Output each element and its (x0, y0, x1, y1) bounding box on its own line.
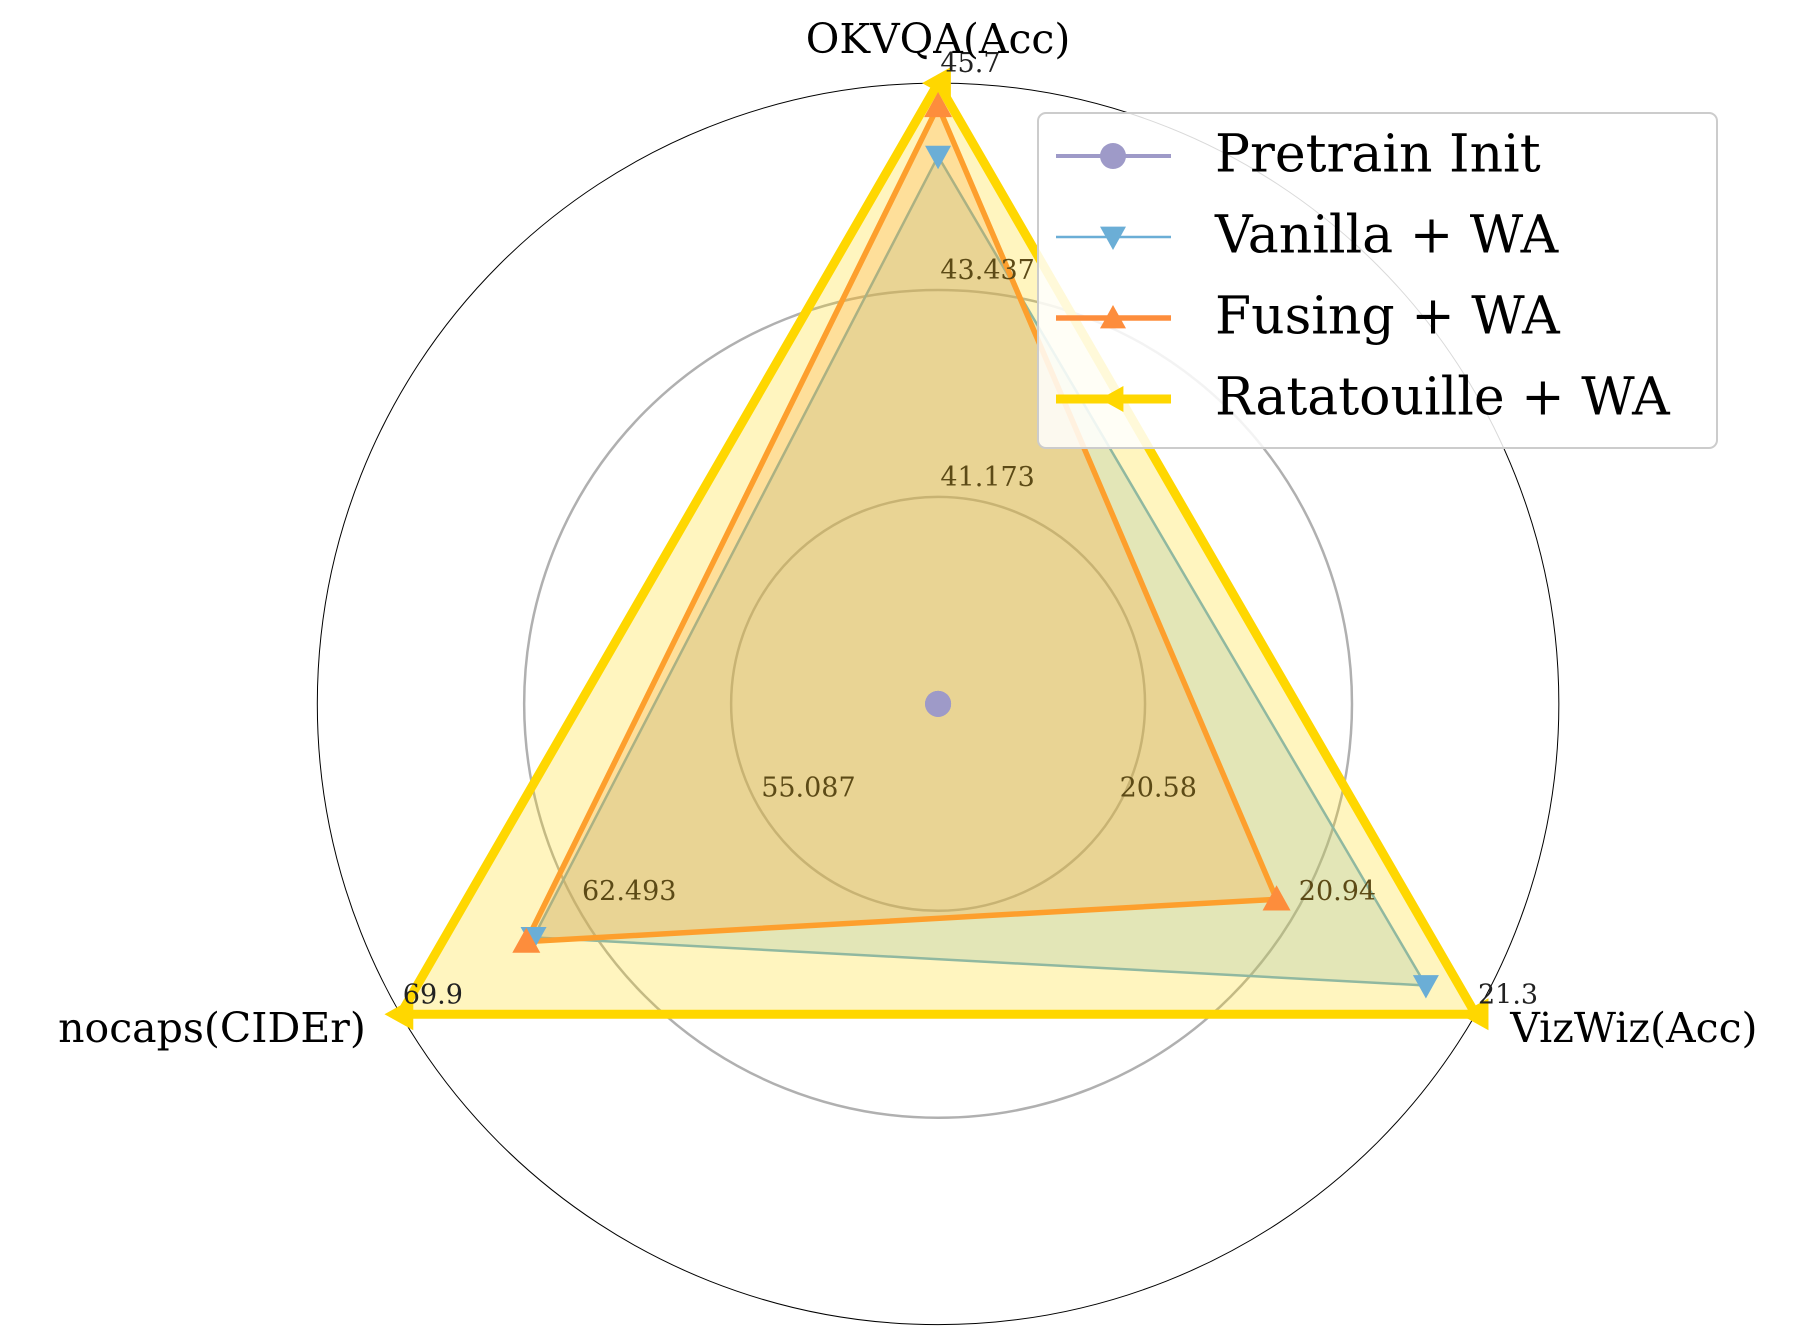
legend-marker (1100, 143, 1126, 169)
series-line (531, 153, 1429, 987)
plot-area (384, 67, 1489, 1031)
tick-label: 21.3 (1478, 979, 1538, 1010)
tick-label: 20.94 (1299, 876, 1376, 907)
axis-label: OKVQA(Acc) (806, 15, 1071, 63)
legend-marker (1100, 305, 1126, 329)
legend-label: Vanilla + WA (1214, 206, 1560, 266)
legend-label: Fusing + WA (1215, 287, 1561, 347)
tick-label: 62.493 (582, 876, 676, 907)
tick-label: 43.437 (940, 255, 1034, 286)
series-area (400, 83, 1476, 1015)
series-marker (925, 690, 952, 717)
tick-label: 41.173 (940, 462, 1034, 493)
grid-ring (522, 288, 1354, 1120)
legend-marker (1100, 226, 1126, 250)
grid-ring (729, 495, 1147, 913)
series-marker (922, 67, 951, 100)
tick-label: 20.58 (1120, 772, 1197, 803)
legend-marker (1100, 386, 1124, 412)
axis-label: VizWiz(Acc) (1509, 1004, 1757, 1052)
legend: Pretrain Init Vanilla + WA Fusing + WA Rata… (1037, 112, 1718, 449)
series-marker (512, 927, 541, 953)
legend-label: Pretrain Init (1215, 125, 1541, 185)
series-marker (1262, 885, 1291, 911)
tick-label: 69.9 (403, 979, 463, 1010)
axis-label: nocaps(CIDEr) (58, 1004, 366, 1052)
series-marker (924, 91, 953, 118)
series-marker (925, 145, 952, 170)
series-marker (384, 998, 414, 1031)
series-marker (1412, 975, 1439, 999)
series-line (521, 99, 1281, 945)
legend-box (1037, 112, 1718, 449)
series-line (392, 74, 1484, 1019)
tick-label: 45.7 (940, 48, 1000, 79)
series-area (533, 156, 1426, 986)
series-marker (1459, 998, 1489, 1031)
tick-label: 55.087 (761, 772, 855, 803)
series-area (526, 105, 1277, 942)
legend-label: Ratatouille + WA (1215, 368, 1671, 428)
